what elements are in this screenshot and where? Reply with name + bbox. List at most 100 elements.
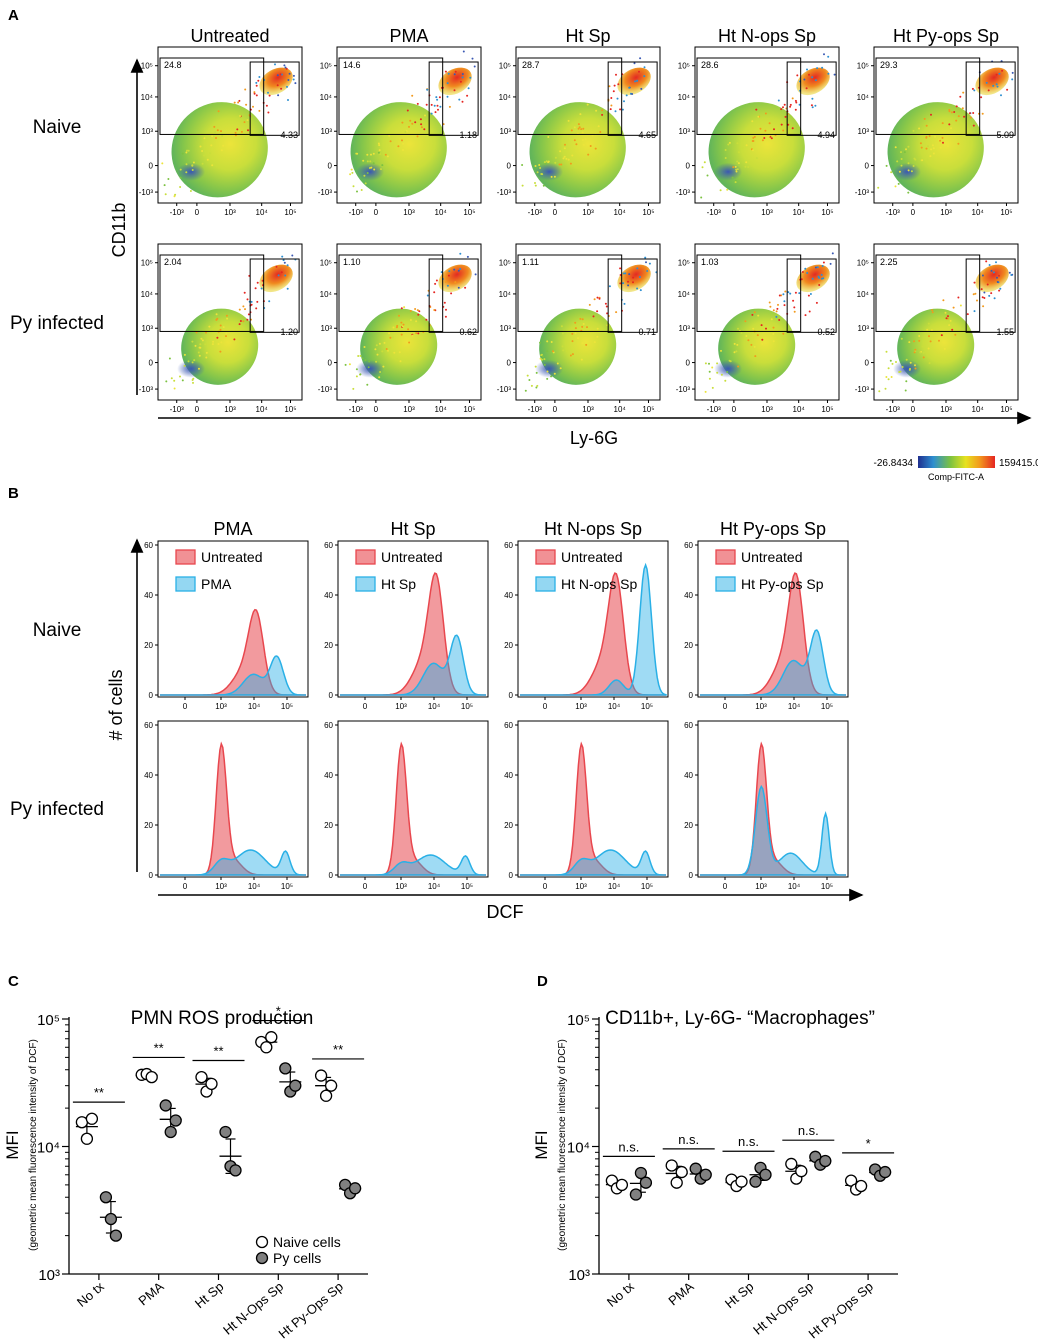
flow-event-dot <box>539 167 542 169</box>
flow-x-tick-label: 10⁵ <box>1000 208 1012 217</box>
flow-event-dot <box>617 83 620 86</box>
flow-event-dot <box>595 109 598 112</box>
flow-x-tick-label: 10³ <box>940 405 952 414</box>
hist-y-tick-label: 20 <box>144 641 153 650</box>
flow-plot-naive-ht-py-ops-sp: 29.3 5.09 -10³ 0 10³ 10⁴ 10⁵ 10⁵ 10⁴ 10³ 0 -10³ <box>855 46 1019 217</box>
flow-event-dot <box>918 335 921 337</box>
flow-event-dot <box>382 365 385 368</box>
flow-event-dot <box>926 328 929 331</box>
flow-event-dot <box>941 122 944 125</box>
flow-event-dot <box>368 360 371 363</box>
flow-event-dot <box>901 366 904 368</box>
flow-low-population <box>893 359 922 378</box>
flow-event-dot <box>274 63 276 66</box>
flow-event-dot <box>639 57 642 60</box>
flow-x-tick-label: 10⁴ <box>614 405 627 414</box>
legend-untreated-swatch <box>175 549 196 565</box>
flow-event-dot <box>439 105 442 108</box>
flow-event-dot <box>829 262 832 265</box>
flow-event-dot <box>596 327 599 330</box>
flow-event-dot <box>987 89 990 92</box>
flow-event-dot <box>628 273 631 276</box>
flow-event-dot <box>780 108 783 111</box>
histogram-naive-ht-py-ops-sp: 0 10³ 10⁴ 10⁵ 60 40 20 0 Untreated Ht Py-ops Sp <box>684 540 849 711</box>
flow-event-dot <box>770 137 773 140</box>
flow-event-dot <box>425 318 428 321</box>
panel-d-y-sublabel: (geometric mean fluorescence intensity o… <box>557 1039 568 1251</box>
flow-event-dot <box>366 153 369 156</box>
flow-y-tick-label: 10⁴ <box>857 290 870 299</box>
flow-event-dot <box>238 323 241 326</box>
flow-y-tick-label: 10⁴ <box>857 93 870 102</box>
flow-event-dot <box>528 379 531 381</box>
flow-event-dot <box>633 62 636 65</box>
flow-y-tick-label: 10³ <box>857 127 869 136</box>
flow-event-dot <box>704 362 707 365</box>
flow-event-dot <box>577 127 580 130</box>
hist-y-tick-label: 60 <box>144 541 153 550</box>
flow-event-dot <box>885 376 888 378</box>
macrophage-gate-percent: 14.6 <box>343 60 361 70</box>
flow-event-dot <box>415 320 418 323</box>
flow-event-dot <box>414 308 417 310</box>
flow-event-dot <box>396 358 399 361</box>
flow-event-dot <box>398 314 400 317</box>
flow-event-dot <box>181 152 184 155</box>
flow-x-tick-label: 10⁴ <box>435 208 448 217</box>
flow-event-dot <box>982 305 985 308</box>
flow-x-tick-label: -10³ <box>349 208 364 217</box>
flow-event-dot <box>644 256 647 259</box>
flow-event-dot <box>811 277 814 280</box>
pmn-gate-percent: 4.94 <box>817 130 835 140</box>
flow-event-dot <box>569 354 572 357</box>
flow-event-dot <box>550 175 553 178</box>
flow-event-dot <box>811 97 814 100</box>
flow-event-dot <box>418 310 421 313</box>
flow-event-dot <box>995 73 998 76</box>
flow-event-dot <box>459 80 462 83</box>
flow-event-dot <box>622 282 625 285</box>
flow-event-dot <box>726 371 729 373</box>
flow-event-dot <box>907 169 910 172</box>
flow-event-dot <box>735 170 738 173</box>
flow-event-dot <box>818 284 821 286</box>
flow-event-dot <box>912 165 915 167</box>
flow-event-dot <box>446 95 449 98</box>
flow-event-dot <box>225 335 227 338</box>
flow-event-dot <box>794 108 797 111</box>
flow-event-dot <box>585 343 588 346</box>
flow-event-dot <box>409 319 412 321</box>
flow-event-dot <box>996 276 998 279</box>
flow-event-dot <box>163 184 166 187</box>
legend-treated-swatch <box>715 576 736 592</box>
flow-event-dot <box>426 294 429 297</box>
flow-event-dot <box>925 124 928 127</box>
flow-event-dot <box>783 304 786 307</box>
flow-event-dot <box>700 196 703 199</box>
flow-event-dot <box>415 332 418 335</box>
flow-event-dot <box>708 362 710 365</box>
flow-high-population <box>975 67 1009 96</box>
legend-untreated-swatch <box>355 549 376 565</box>
flow-event-dot <box>375 344 378 347</box>
flow-x-tick-label: -10³ <box>707 405 722 414</box>
flow-event-dot <box>543 161 546 164</box>
flow-event-dot <box>199 346 202 349</box>
flow-event-dot <box>784 115 787 118</box>
flow-event-dot <box>724 149 727 151</box>
pmn-gate-percent: 0.71 <box>638 327 656 337</box>
flow-event-dot <box>636 79 638 82</box>
flow-event-dot <box>724 157 727 159</box>
histogram-legend: Untreated Ht N-ops Sp <box>535 549 637 592</box>
flow-event-dot <box>187 352 190 355</box>
flow-event-dot <box>751 120 754 123</box>
flow-event-dot <box>540 354 543 357</box>
panel-c-point-naive <box>75 1116 89 1129</box>
flow-event-dot <box>411 94 414 97</box>
flow-event-dot <box>233 101 236 104</box>
pmn-gate <box>607 258 658 333</box>
flow-event-dot <box>890 171 893 174</box>
flow-event-dot <box>185 151 188 154</box>
flow-event-dot <box>747 339 750 342</box>
